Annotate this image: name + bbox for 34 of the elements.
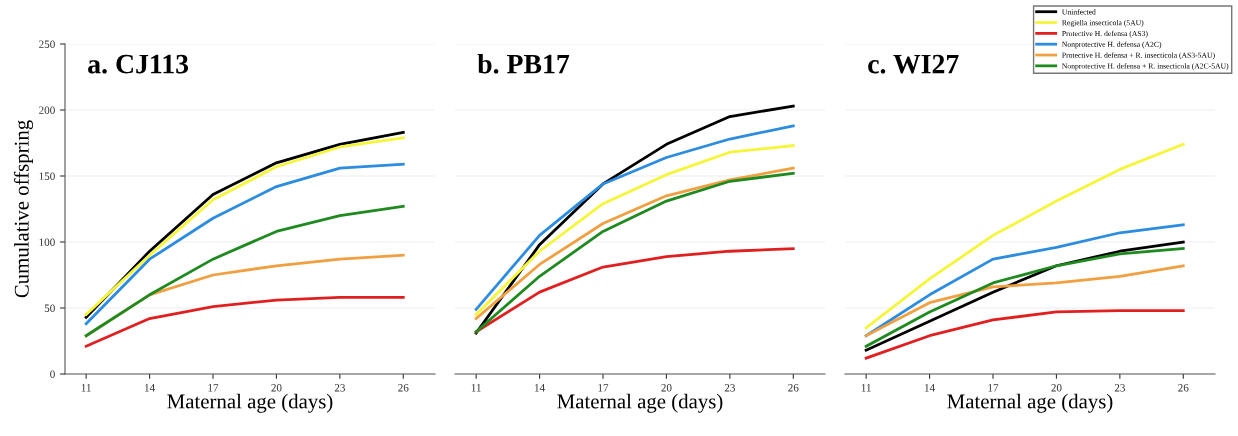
x-tick-label: 23	[1114, 384, 1125, 392]
x-tick-label: 11	[861, 384, 871, 392]
x-tick-label: 14	[924, 384, 935, 392]
x-tick-label: 14	[534, 384, 545, 392]
y-tick-label: 100	[39, 238, 55, 246]
y-tick-label: 0	[50, 370, 55, 378]
chart-title: b. PB17	[477, 53, 570, 74]
x-tick-label: 20	[271, 384, 282, 392]
x-tick-label: 17	[208, 384, 219, 392]
x-tick-label: 14	[144, 384, 155, 392]
y-tick-label: 250	[39, 40, 55, 48]
chart-title: c. WI27	[868, 54, 959, 74]
x-tick-label: 11	[471, 384, 481, 392]
x-tick-label: 23	[334, 384, 345, 392]
x-axis-title: Maternal age (days)	[167, 393, 333, 413]
x-tick-label: 17	[988, 384, 999, 392]
x-tick-label: 26	[788, 384, 799, 392]
x-tick-label: 11	[81, 384, 91, 392]
line-series	[84, 162, 405, 326]
y-tick-label: 150	[39, 172, 55, 180]
x-tick-label: 20	[1051, 384, 1062, 392]
chart-title: a. CJ113	[88, 54, 189, 74]
line-series	[84, 204, 405, 338]
x-tick-label: 20	[661, 384, 672, 392]
x-tick-label: 17	[598, 384, 609, 392]
x-axis-title: Maternal age (days)	[557, 393, 723, 413]
x-axis-title: Maternal age (days)	[947, 393, 1113, 413]
y-tick-label: 200	[39, 106, 55, 114]
x-tick-label: 23	[724, 384, 735, 392]
line-series	[84, 296, 405, 348]
x-tick-label: 26	[1178, 384, 1189, 392]
y-tick-label: 50	[44, 304, 55, 312]
x-tick-label: 26	[398, 384, 409, 392]
y-axis-title: Cumulative offspring	[13, 120, 34, 298]
